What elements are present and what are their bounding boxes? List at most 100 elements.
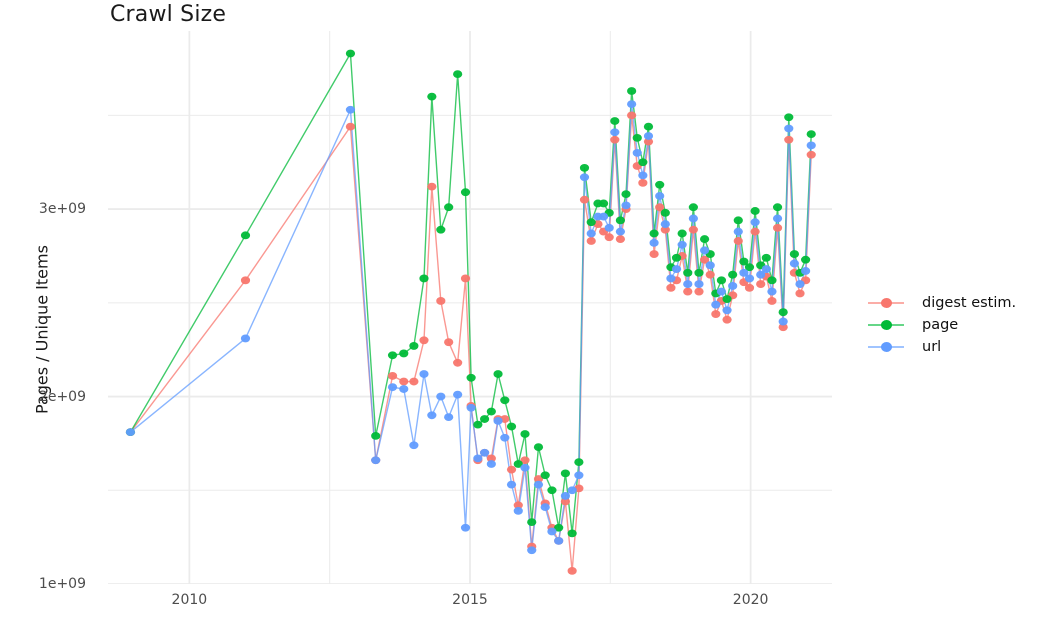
data-point: [621, 201, 631, 210]
legend-key-icon: [868, 292, 904, 314]
data-point: [756, 280, 766, 288]
data-point: [716, 276, 727, 285]
legend-item[interactable]: page: [868, 314, 1058, 336]
data-point: [615, 227, 626, 236]
data-point: [387, 383, 398, 392]
data-point: [694, 287, 704, 296]
legend-item[interactable]: url: [868, 336, 1058, 358]
data-point: [694, 280, 704, 288]
data-point: [733, 216, 743, 225]
data-series-layer: [125, 49, 816, 575]
data-point: [345, 49, 356, 58]
data-point: [705, 270, 715, 279]
data-point: [795, 280, 805, 288]
data-point: [520, 430, 530, 438]
data-point: [627, 111, 637, 120]
data-point: [560, 497, 571, 506]
data-point: [806, 141, 816, 150]
data-point: [638, 178, 648, 187]
data-point: [586, 237, 596, 245]
legend-label: url: [922, 339, 942, 355]
data-point: [744, 283, 755, 292]
data-point: [728, 270, 738, 279]
data-point: [615, 216, 626, 225]
series-points-url: [125, 100, 816, 555]
data-point: [486, 460, 496, 468]
data-point: [688, 203, 698, 212]
data-point: [486, 407, 496, 416]
data-point: [453, 358, 463, 367]
data-point: [772, 203, 783, 212]
data-point: [694, 268, 704, 277]
data-point: [399, 377, 409, 386]
data-point: [643, 132, 654, 140]
data-point: [540, 503, 550, 512]
data-point: [643, 137, 654, 146]
data-point: [387, 351, 398, 360]
data-point: [533, 443, 544, 452]
data-point: [739, 268, 749, 277]
data-point: [778, 323, 788, 332]
data-point: [409, 377, 419, 386]
data-point: [560, 491, 571, 500]
data-point: [533, 475, 544, 483]
data-point: [649, 229, 659, 238]
data-point: [419, 336, 429, 345]
data-point: [506, 465, 517, 474]
data-point: [778, 317, 788, 326]
data-point: [460, 188, 471, 197]
data-point: [610, 117, 620, 125]
data-point: [493, 417, 503, 425]
data-point: [399, 349, 409, 358]
data-point: [427, 182, 437, 191]
data-point: [756, 270, 766, 279]
data-point: [750, 227, 760, 236]
data-point: [387, 372, 398, 380]
data-point: [604, 223, 614, 232]
data-point: [125, 428, 136, 437]
data-point: [744, 274, 755, 283]
chart-title: Crawl Size: [110, 2, 227, 27]
data-point: [598, 199, 609, 208]
legend-item[interactable]: digest estim.: [868, 292, 1058, 314]
data-point: [610, 128, 620, 137]
data-point: [486, 454, 496, 463]
y-axis-title: Pages / Unique Items: [32, 245, 52, 414]
data-point: [728, 282, 738, 290]
legend-label: page: [922, 317, 959, 333]
data-point: [574, 471, 584, 480]
data-point: [533, 480, 544, 489]
data-point: [722, 315, 732, 324]
data-point: [806, 150, 816, 159]
data-point: [513, 460, 523, 468]
data-point: [500, 433, 510, 442]
data-point: [778, 308, 788, 317]
data-point: [615, 235, 626, 243]
data-point: [750, 218, 760, 227]
data-point: [567, 566, 577, 575]
data-point: [627, 100, 637, 109]
data-point: [666, 283, 676, 292]
data-point: [479, 415, 490, 423]
data-point: [632, 148, 642, 157]
data-point: [473, 454, 483, 463]
data-point: [586, 229, 596, 238]
data-point: [683, 268, 693, 277]
data-point: [660, 220, 670, 228]
data-point: [722, 295, 732, 303]
data-point: [761, 253, 771, 262]
data-point: [371, 432, 381, 440]
data-point: [750, 207, 760, 215]
data-point: [436, 392, 446, 401]
data-point: [784, 113, 794, 122]
data-point: [655, 203, 665, 212]
data-point: [427, 411, 437, 420]
data-point: [643, 122, 654, 131]
data-point: [772, 214, 783, 223]
data-point: [579, 163, 590, 172]
legend-key-icon: [868, 314, 904, 336]
data-point: [722, 306, 732, 315]
data-point: [574, 458, 584, 467]
data-point: [427, 92, 437, 101]
data-point: [419, 274, 429, 283]
